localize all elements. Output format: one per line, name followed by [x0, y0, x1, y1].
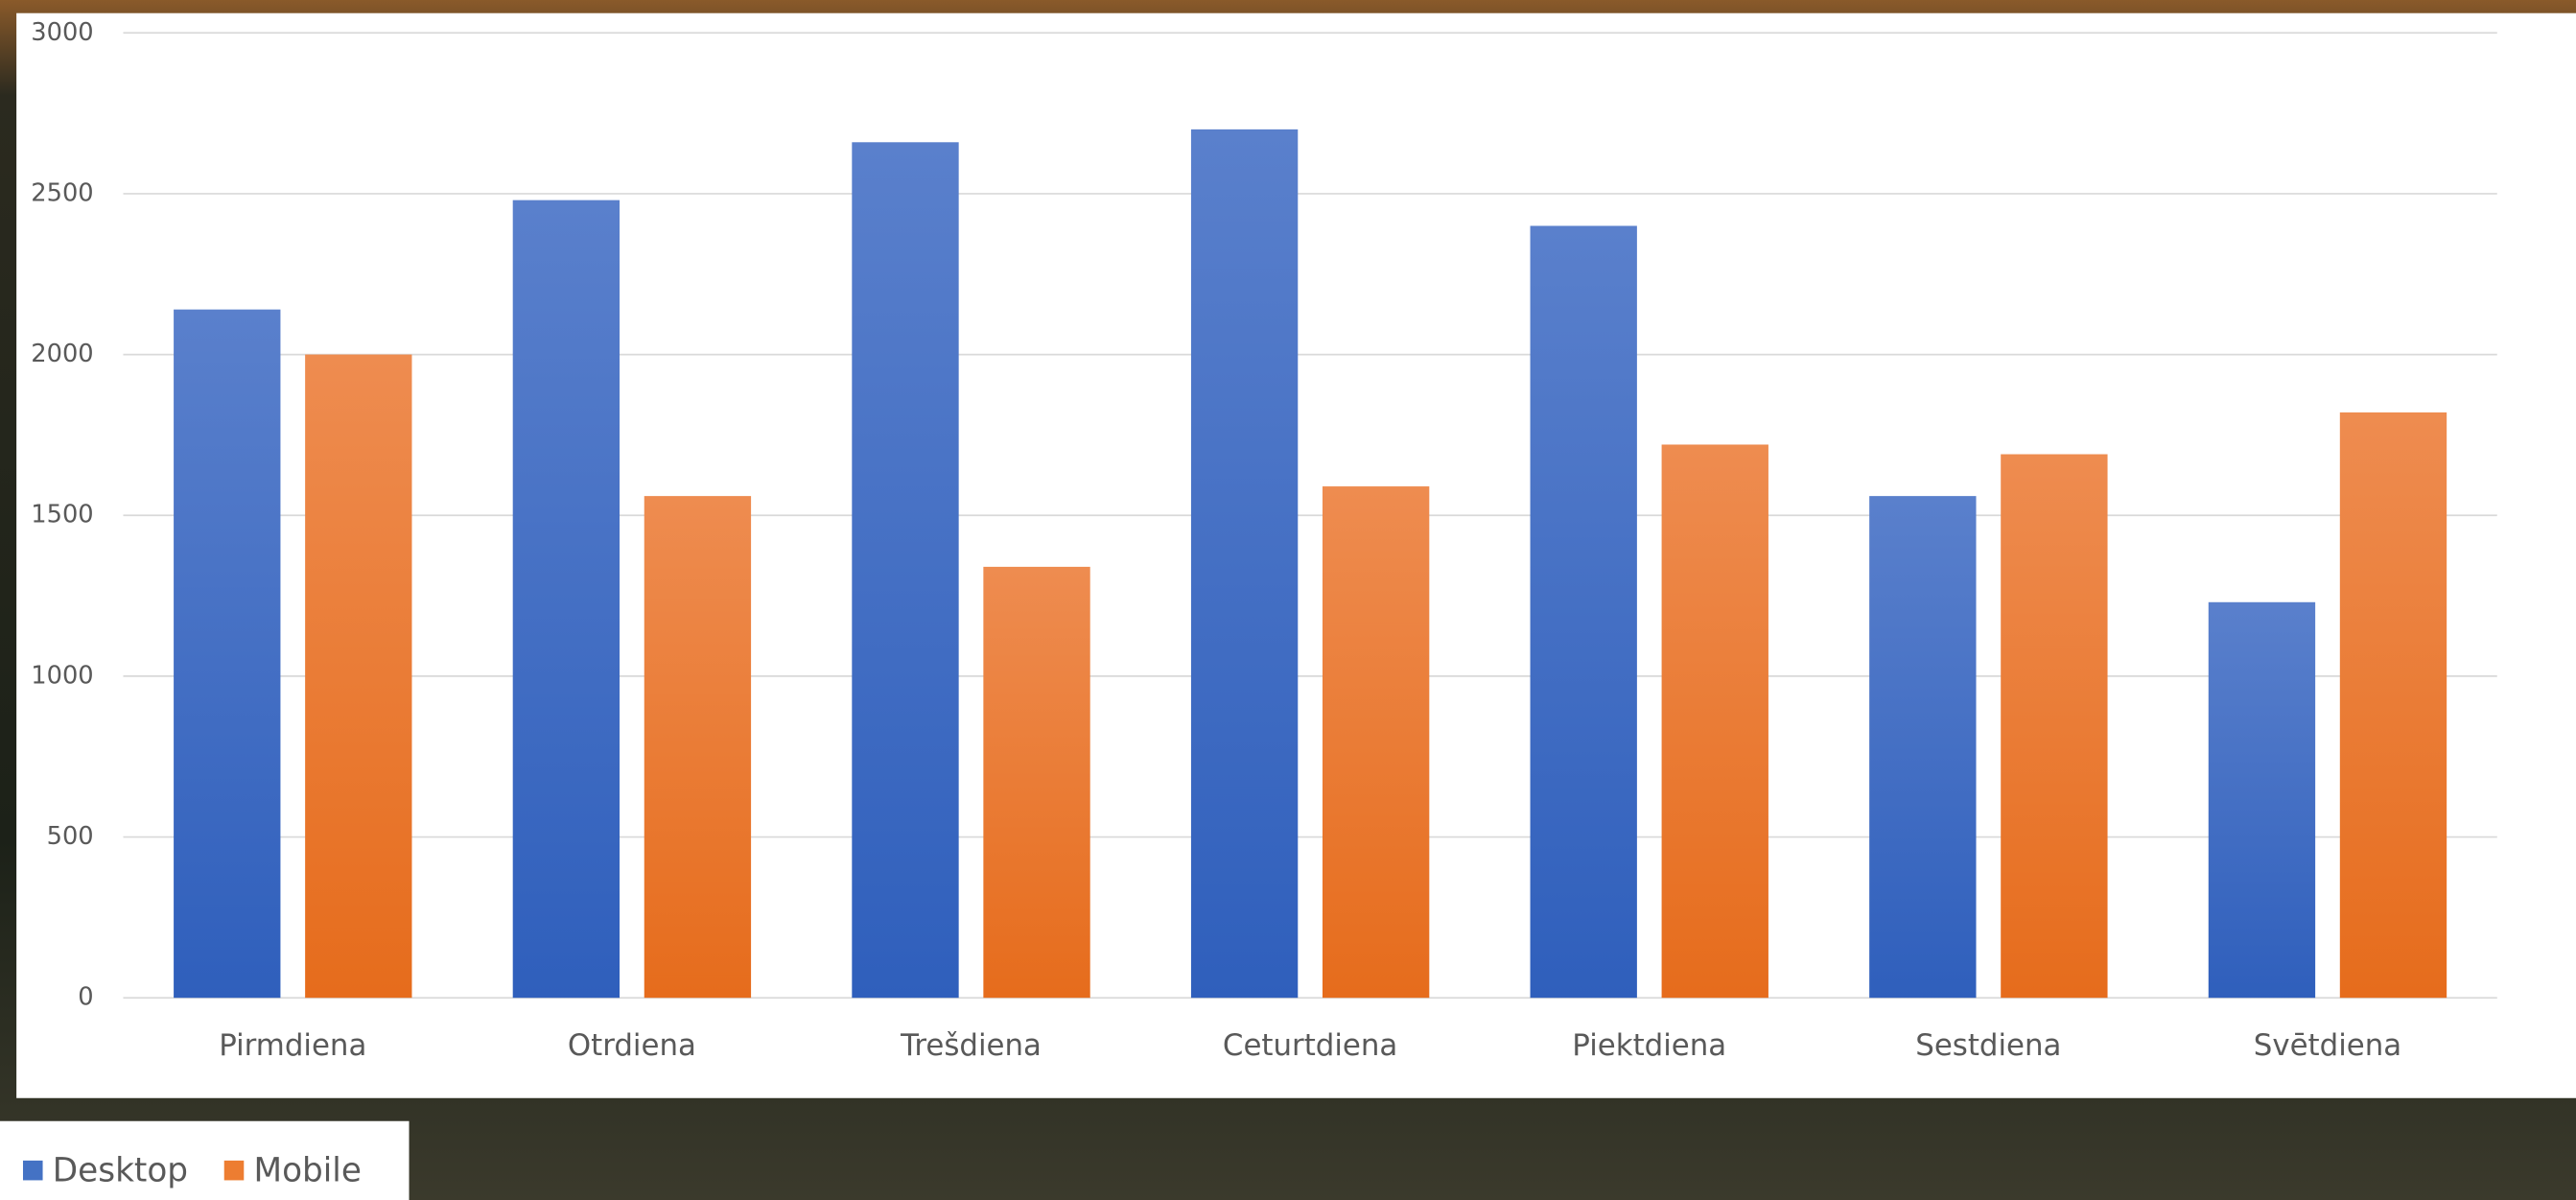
- y-tick-label: 2500: [31, 178, 93, 207]
- legend-label: Mobile: [254, 1151, 362, 1189]
- legend-swatch: [223, 1160, 245, 1181]
- bar: [983, 566, 1090, 999]
- bar: [1530, 225, 1637, 999]
- y-tick-label: 0: [78, 983, 93, 1012]
- bar: [2208, 601, 2316, 999]
- y-tick-label: 2000: [31, 340, 93, 368]
- bar: [644, 496, 752, 999]
- bar: [512, 200, 621, 999]
- bar: [1322, 486, 1430, 999]
- x-tick-label: Pirmdiena: [219, 1028, 366, 1063]
- legend-box: [0, 1120, 410, 1200]
- x-tick-label: Trešdiena: [900, 1028, 1042, 1063]
- bar: [1869, 496, 1977, 999]
- x-tick-label: Otrdiena: [568, 1028, 696, 1063]
- x-tick-label: Piektdiena: [1572, 1028, 1726, 1063]
- bar: [2001, 454, 2108, 999]
- bar: [174, 309, 281, 999]
- y-tick-label: 3000: [31, 18, 93, 47]
- bar: [1190, 129, 1299, 999]
- bar: [2339, 412, 2447, 999]
- y-tick-label: 1000: [31, 661, 93, 690]
- bar: [1661, 444, 1768, 999]
- bar: [305, 354, 412, 999]
- y-tick-label: 500: [47, 822, 94, 851]
- x-tick-label: Ceturtdiena: [1223, 1028, 1397, 1063]
- x-tick-label: Sestdiena: [1915, 1028, 2061, 1063]
- x-tick-label: Svētdiena: [2254, 1028, 2401, 1063]
- legend-swatch: [22, 1160, 43, 1181]
- y-tick-label: 1500: [31, 501, 93, 529]
- bar: [852, 142, 959, 999]
- legend-label: Desktop: [53, 1151, 188, 1189]
